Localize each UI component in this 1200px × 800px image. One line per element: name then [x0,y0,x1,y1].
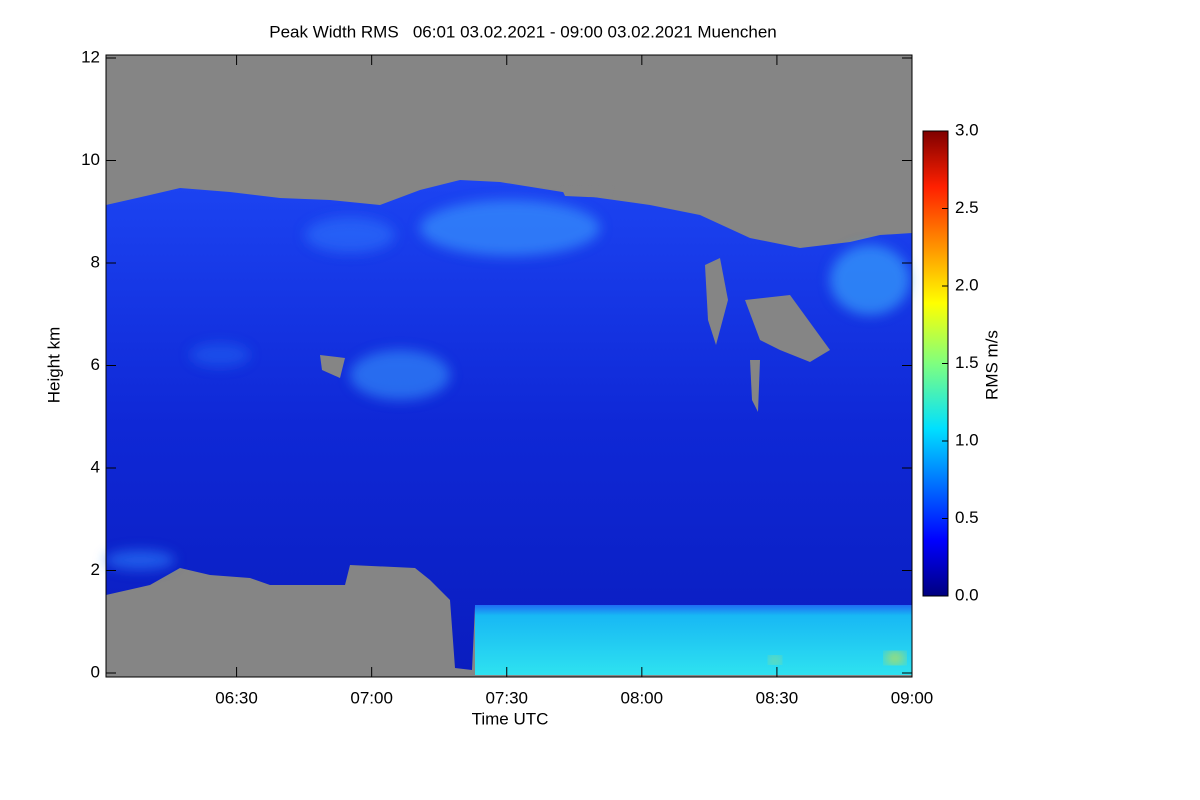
x-axis-label: Time UTC [472,709,549,728]
no-data [705,258,728,345]
chart-title: Peak Width RMS 06:01 03.02.2021 - 09:00 … [269,22,777,41]
no-data [320,355,345,378]
x-tick-label: 09:00 [891,688,934,707]
colorbar-tick-label: 1.5 [955,353,979,372]
hot-spot [885,652,905,664]
x-tick-label: 08:00 [621,688,664,707]
y-tick-label: 0 [91,662,100,681]
x-tick-label: 08:30 [756,688,799,707]
colorbar-label: RMS m/s [982,330,1001,400]
x-tick-label: 07:30 [485,688,528,707]
heatmap-field [105,55,912,677]
y-tick-label: 2 [91,560,100,579]
y-tick-label: 6 [91,355,100,374]
hot-spot [769,656,781,664]
colorbar-tick-label: 0.5 [955,508,979,527]
x-tick-label: 07:00 [350,688,393,707]
x-tick-label: 06:30 [215,688,258,707]
no-data [750,360,760,412]
turbulence-patches [105,200,910,570]
no-data [745,295,830,362]
colorbar-tick-label: 3.0 [955,120,979,139]
y-tick-label: 10 [81,150,100,169]
colorbar-tick-label: 2.0 [955,275,979,294]
y-axis-label: Height km [44,327,63,404]
colorbar-tick-label: 2.5 [955,198,979,217]
y-tick-label: 4 [91,457,100,476]
no-data [560,185,615,198]
y-tick-label: 8 [91,252,100,271]
colorbar-tick-label: 0.0 [955,585,979,604]
boundary-layer [475,605,912,675]
y-tick-label: 12 [81,47,100,66]
colorbar-tick-label: 1.0 [955,430,979,449]
